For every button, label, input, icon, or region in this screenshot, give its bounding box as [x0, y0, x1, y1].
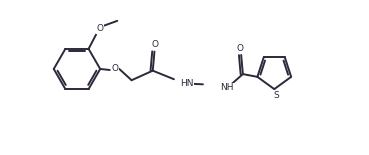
Text: HN: HN — [180, 79, 193, 88]
Text: O: O — [237, 44, 244, 53]
Text: O: O — [152, 40, 159, 49]
Text: NH: NH — [220, 83, 234, 92]
Text: O: O — [111, 64, 118, 73]
Text: O: O — [97, 24, 104, 33]
Text: S: S — [273, 91, 279, 100]
